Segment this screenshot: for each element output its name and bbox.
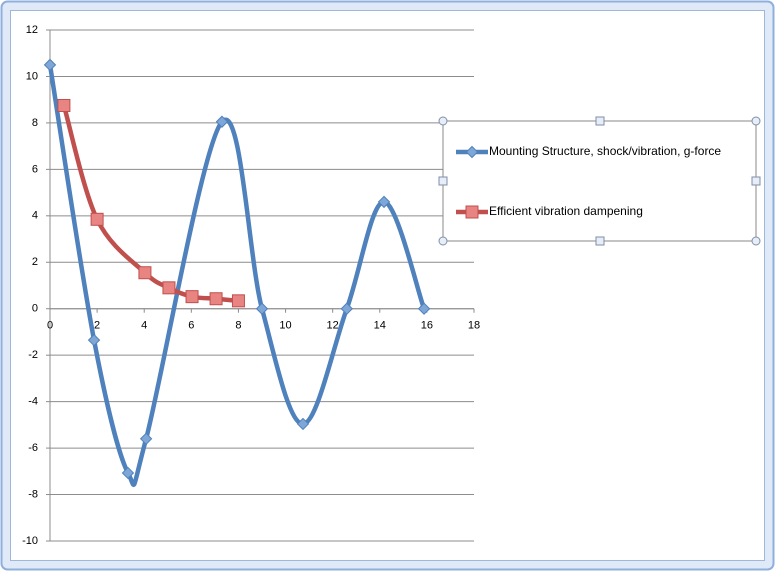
marker [139,432,153,446]
legend-label: Mounting Structure, shock/vibration, g-f… [489,144,721,158]
chart-area [10,10,765,561]
resize-handle [751,116,761,126]
y-tick-label: 12 [26,24,38,36]
y-tick-label: -10 [22,535,38,547]
x-tick-label: 18 [468,320,480,332]
legend-box[interactable] [442,120,757,242]
plot [43,58,431,488]
x-tick-label: 0 [47,320,53,332]
y-tick-label: 8 [32,117,38,129]
marker [185,290,199,304]
marker [87,333,101,347]
x-tick-label: 8 [235,320,241,332]
resize-handle [438,176,448,186]
resize-handle [438,236,448,246]
resize-handle [595,116,605,126]
y-tick-label: 2 [32,256,38,268]
y-tick-label: 6 [32,163,38,175]
legend: Mounting Structure, shock/vibration, g-f… [438,116,761,246]
y-tick-label: -2 [28,349,38,361]
marker [465,205,479,219]
y-tick-label: -8 [28,488,38,500]
x-tick-label: 6 [188,320,194,332]
marker [138,266,152,280]
marker [296,417,310,431]
x-tick-label: 4 [141,320,147,332]
x-tick-label: 14 [374,320,386,332]
marker [121,466,135,480]
marker [231,294,245,308]
marker [162,281,176,295]
y-tick-label: 10 [26,70,38,82]
resize-handle [751,176,761,186]
y-tick-label: 0 [32,303,38,315]
marker [465,145,479,159]
marker [57,98,71,112]
x-tick-label: 2 [94,320,100,332]
marker [90,212,104,226]
x-tick-label: 10 [279,320,291,332]
marker [340,302,354,315]
y-tick-label: 4 [32,210,38,222]
x-tick-label: 12 [327,320,339,332]
resize-handle [751,236,761,246]
resize-handle [438,116,448,126]
y-tick-label: -4 [28,396,38,408]
x-tick-label: 16 [421,320,433,332]
marker [209,292,223,306]
legend-label: Efficient vibration dampening [489,204,643,218]
series-line [47,64,427,488]
marker [43,58,57,72]
marker [215,115,229,128]
resize-handle [595,236,605,246]
marker [377,195,391,209]
marker [255,302,269,315]
y-tick-label: -6 [28,442,38,454]
marker [417,302,431,315]
